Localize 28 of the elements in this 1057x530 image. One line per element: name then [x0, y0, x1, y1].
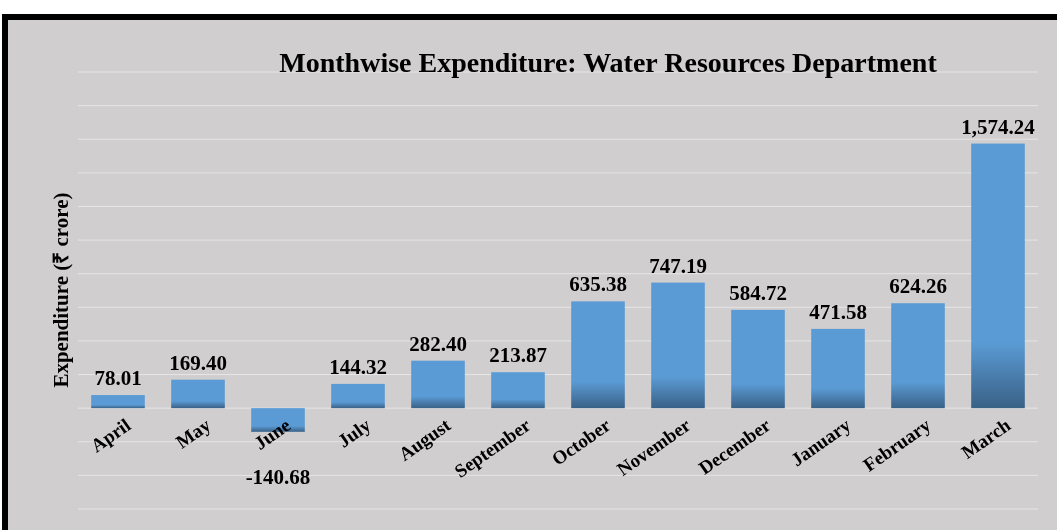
data-label: 282.40 [409, 331, 467, 356]
bar [91, 395, 145, 409]
data-label: 144.32 [329, 354, 387, 379]
data-label: 471.58 [809, 299, 867, 324]
bar [411, 360, 465, 409]
bar [971, 143, 1025, 409]
data-label: 635.38 [569, 272, 627, 297]
data-label: 584.72 [729, 280, 787, 305]
bar [651, 282, 705, 409]
data-label: 78.01 [94, 366, 142, 391]
x-tick-label: June [250, 414, 295, 454]
bar [491, 372, 545, 409]
data-label: 169.40 [169, 350, 227, 375]
data-label: 213.87 [489, 343, 547, 368]
data-label: 747.19 [649, 253, 707, 278]
x-tick-label: May [171, 413, 215, 453]
data-label: -140.68 [245, 464, 311, 489]
bar [891, 303, 945, 409]
bar [811, 328, 865, 409]
bar [171, 379, 225, 409]
data-label: 624.26 [889, 274, 947, 299]
y-axis-title: Expenditure (₹ crore) [49, 192, 73, 388]
bar [571, 301, 625, 409]
chart-title: Monthwise Expenditure: Water Resources Department [279, 47, 938, 78]
x-tick-label: July [333, 413, 375, 452]
data-label: 1,574.24 [961, 114, 1036, 139]
bar [731, 309, 785, 409]
bar [331, 383, 385, 409]
